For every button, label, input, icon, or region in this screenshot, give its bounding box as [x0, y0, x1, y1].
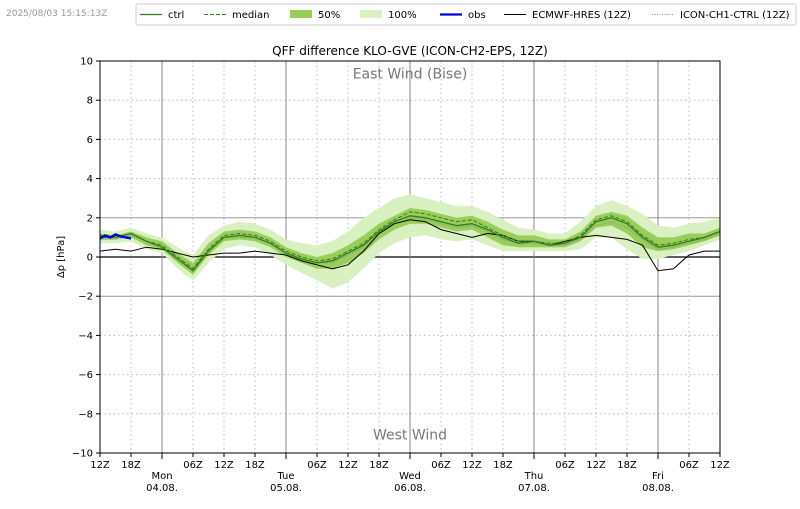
day-tick-label: Fri	[652, 471, 664, 482]
legend-ctrl: ctrl	[140, 10, 184, 21]
y-tick-label: −4	[78, 331, 93, 342]
y-tick-label: −2	[78, 292, 93, 303]
legend-swatch	[360, 10, 382, 18]
x-tick-label: 12Z	[214, 460, 234, 471]
date-tick-label: 08.08.	[642, 483, 674, 494]
legend-ecmwf-hres: ECMWF-HRES (12Z)	[504, 10, 631, 21]
timestamp: 2025/08/03 15:15:13Z	[6, 9, 107, 19]
chart-title: QFF difference KLO-GVE (ICON-CH2-EPS, 12…	[272, 44, 548, 58]
series-ctrl	[100, 215, 721, 272]
date-tick-label: 06.08.	[394, 483, 426, 494]
series-median	[99, 211, 721, 270]
legend-label: ICON-CH1-CTRL (12Z)	[680, 10, 790, 21]
y-tick-label: 8	[87, 96, 93, 107]
x-tick-label: 06Z	[679, 460, 699, 471]
x-tick-label: 18Z	[245, 460, 265, 471]
x-tick-label: 06Z	[307, 460, 327, 471]
plot-area	[99, 60, 721, 454]
date-tick-label: 07.08.	[518, 483, 550, 494]
y-tick-label: 10	[80, 57, 93, 68]
x-tick-label: 18Z	[617, 460, 637, 471]
legend-label: 100%	[388, 10, 417, 21]
y-tick-label: 2	[87, 213, 93, 224]
day-tick-label: Wed	[399, 471, 421, 482]
legend: ctrl median 50% 100% obs ECMWF-HRES (12Z) ICON…	[135, 3, 797, 26]
legend-median: median	[204, 10, 270, 21]
legend-label: obs	[468, 10, 486, 21]
annotation-east-wind: East Wind (Bise)	[353, 67, 468, 83]
x-tick-label: 12Z	[462, 460, 482, 471]
series-obs	[99, 233, 132, 240]
y-tick-label: 6	[87, 135, 93, 146]
date-tick-label: 04.08.	[146, 483, 178, 494]
y-tick-label: −10	[72, 449, 93, 460]
legend-swatch	[290, 10, 312, 18]
x-tick-label: 12Z	[586, 460, 606, 471]
annotation-west-wind: West Wind	[373, 427, 447, 443]
y-tick-label: −8	[78, 409, 93, 420]
legend-100-percent: 100%	[360, 10, 417, 21]
x-tick-label: 12Z	[338, 460, 358, 471]
y-axis-label: Δp [hPa]	[56, 236, 67, 278]
legend-label: median	[232, 10, 270, 21]
legend-frame	[135, 3, 797, 26]
y-tick-label: 4	[87, 174, 93, 185]
band-50-percent	[100, 208, 720, 275]
x-tick-label: 06Z	[431, 460, 451, 471]
y-tick-label: 0	[87, 253, 93, 264]
day-tick-label: Mon	[151, 471, 172, 482]
date-tick-label: 05.08.	[270, 483, 302, 494]
x-tick-label: 06Z	[183, 460, 203, 471]
legend-icon-ch1-ctrl: ICON-CH1-CTRL (12Z)	[652, 10, 790, 21]
day-tick-label: Thu	[524, 471, 544, 482]
x-tick-label: 12Z	[90, 460, 110, 471]
legend-50-percent: 50%	[290, 10, 340, 21]
x-tick-label: 06Z	[555, 460, 575, 471]
x-tick-label: 18Z	[121, 460, 141, 471]
y-tick-label: −6	[78, 370, 93, 381]
day-tick-label: Tue	[276, 471, 294, 482]
legend-label: ctrl	[168, 10, 184, 21]
x-tick-label: 18Z	[369, 460, 389, 471]
legend-obs: obs	[440, 10, 486, 21]
x-tick-label: 12Z	[710, 460, 730, 471]
legend-label: 50%	[318, 10, 340, 21]
x-tick-label: 18Z	[493, 460, 513, 471]
series-icon-ch1-ctrl	[100, 217, 721, 268]
legend-label: ECMWF-HRES (12Z)	[532, 10, 631, 21]
